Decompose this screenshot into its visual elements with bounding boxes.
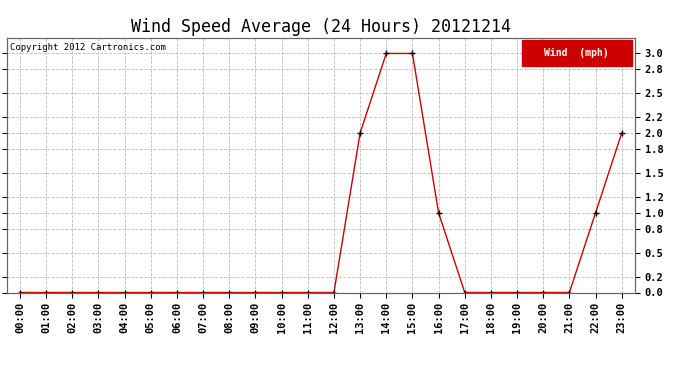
Bar	[522, 40, 631, 66]
Text: Copyright 2012 Cartronics.com: Copyright 2012 Cartronics.com	[10, 43, 166, 52]
Title: Wind Speed Average (24 Hours) 20121214: Wind Speed Average (24 Hours) 20121214	[131, 18, 511, 36]
Text: Wind  (mph): Wind (mph)	[544, 48, 609, 58]
